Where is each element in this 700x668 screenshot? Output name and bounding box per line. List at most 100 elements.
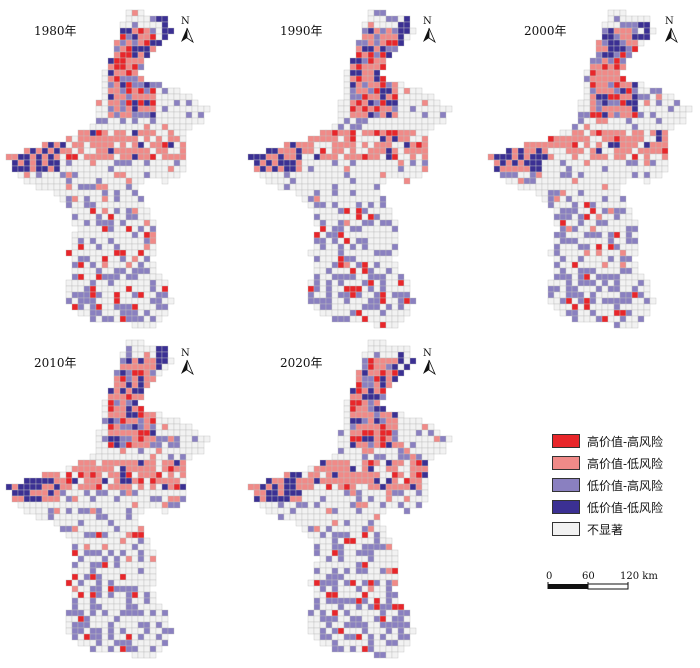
- map-cell: [137, 537, 145, 545]
- map-cell: [131, 561, 139, 569]
- map-cell: [619, 45, 627, 53]
- map-cell: [373, 39, 381, 47]
- map-cell: [125, 447, 133, 455]
- map-cell: [125, 339, 133, 347]
- map-cell: [637, 159, 645, 167]
- map-cell: [131, 231, 139, 239]
- map-cell: [355, 135, 363, 143]
- map-cell: [583, 75, 591, 83]
- map-cell: [289, 165, 297, 173]
- map-cell: [331, 471, 339, 479]
- map-cell: [143, 591, 151, 599]
- map-cell: [361, 489, 369, 497]
- map-cell: [131, 351, 139, 359]
- map-cell: [355, 519, 363, 527]
- legend-label: 高价值-低风险: [587, 457, 664, 471]
- map-cell: [131, 597, 139, 605]
- map-cell: [319, 459, 327, 467]
- map-cell: [119, 591, 127, 599]
- map-cell: [583, 273, 591, 281]
- map-cell: [367, 459, 375, 467]
- map-cell: [155, 363, 163, 371]
- map-cell: [113, 195, 121, 203]
- map-cell: [131, 609, 139, 617]
- map-cell: [397, 315, 405, 323]
- map-cell: [589, 63, 597, 71]
- map-cell: [517, 177, 525, 185]
- map-cell: [307, 189, 315, 197]
- map-cell: [173, 465, 181, 473]
- map-cell: [83, 615, 91, 623]
- map-cell: [349, 471, 357, 479]
- map-cell: [607, 117, 615, 125]
- map-cell: [373, 309, 381, 317]
- map-cell: [161, 357, 169, 365]
- map-cell: [77, 171, 85, 179]
- map-cell: [313, 177, 321, 185]
- map-cell: [331, 135, 339, 143]
- map-cell: [601, 165, 609, 173]
- map-cell: [349, 303, 357, 311]
- map-cell: [493, 153, 501, 161]
- map-cell: [137, 633, 145, 641]
- map-cell: [331, 597, 339, 605]
- map-cell: [385, 585, 393, 593]
- map-cell: [643, 147, 651, 155]
- map-cell: [125, 621, 133, 629]
- map-cell: [101, 165, 109, 173]
- map-cell: [155, 471, 163, 479]
- map-cell: [77, 195, 85, 203]
- map-cell: [131, 537, 139, 545]
- map-cell: [349, 291, 357, 299]
- map-cell: [125, 63, 133, 71]
- map-cell: [349, 399, 357, 407]
- map-cell: [289, 483, 297, 491]
- map-cell: [265, 147, 273, 155]
- map-cell: [625, 279, 633, 287]
- map-cell: [331, 297, 339, 305]
- map-cell: [565, 135, 573, 143]
- map-cell: [71, 621, 79, 629]
- map-cell: [373, 141, 381, 149]
- map-cell: [589, 273, 597, 281]
- map-cell: [619, 147, 627, 155]
- map-cell: [143, 261, 151, 269]
- map-cell: [601, 183, 609, 191]
- map-cell: [409, 27, 417, 35]
- map-cell: [355, 171, 363, 179]
- map-2010: [5, 339, 211, 659]
- map-cell: [379, 405, 387, 413]
- map-cell: [95, 303, 103, 311]
- map-cell: [131, 303, 139, 311]
- map-cell: [373, 99, 381, 107]
- map-cell: [53, 471, 61, 479]
- map-cell: [559, 159, 567, 167]
- map-cell: [137, 447, 145, 455]
- map-cell: [391, 243, 399, 251]
- map-cell: [101, 501, 109, 509]
- map-cell: [565, 297, 573, 305]
- map-cell: [17, 483, 25, 491]
- map-cell: [313, 507, 321, 515]
- map-cell: [95, 507, 103, 515]
- map-cell: [541, 171, 549, 179]
- map-cell: [601, 261, 609, 269]
- map-cell: [559, 237, 567, 245]
- map-cell: [583, 87, 591, 95]
- map-cell: [83, 567, 91, 575]
- map-panel-1990: 1990年 N: [247, 9, 463, 335]
- north-letter: N: [181, 16, 190, 27]
- map-cell: [415, 105, 423, 113]
- map-cell: [53, 159, 61, 167]
- map-cell: [361, 615, 369, 623]
- map-cell: [107, 543, 115, 551]
- map-cell: [161, 105, 169, 113]
- map-cell: [577, 309, 585, 317]
- map-cell: [83, 489, 91, 497]
- map-cell: [295, 513, 303, 521]
- map-cell: [149, 555, 157, 563]
- map-cell: [131, 375, 139, 383]
- map-cell: [409, 147, 417, 155]
- map-cell: [643, 105, 651, 113]
- map-cell: [337, 147, 345, 155]
